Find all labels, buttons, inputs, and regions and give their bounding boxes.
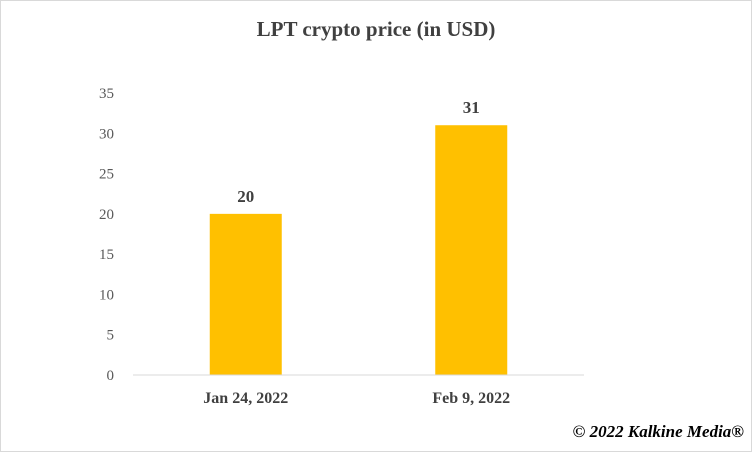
y-tick-label: 10 (99, 287, 114, 303)
x-tick-label: Feb 9, 2022 (432, 390, 510, 407)
y-tick-label: 5 (107, 328, 115, 344)
bar (435, 125, 508, 375)
copyright-text: © 2022 Kalkine Media® (572, 422, 744, 441)
data-label: 31 (463, 98, 480, 117)
x-axis-labels: Jan 24, 2022 Feb 9, 2022 (203, 390, 510, 407)
y-tick-label: 0 (107, 368, 115, 384)
bar (209, 213, 282, 375)
data-label: 20 (237, 187, 254, 206)
y-tick-label: 15 (99, 247, 114, 263)
y-tick-label: 30 (99, 126, 114, 142)
bars (209, 125, 508, 375)
y-axis-ticks: 0 5 10 15 20 25 30 35 (99, 86, 114, 384)
chart-title: LPT crypto price (in USD) (256, 17, 496, 41)
y-tick-label: 20 (99, 207, 114, 223)
y-tick-label: 35 (99, 86, 114, 102)
y-tick-label: 25 (99, 167, 114, 183)
x-tick-label: Jan 24, 2022 (203, 390, 288, 407)
